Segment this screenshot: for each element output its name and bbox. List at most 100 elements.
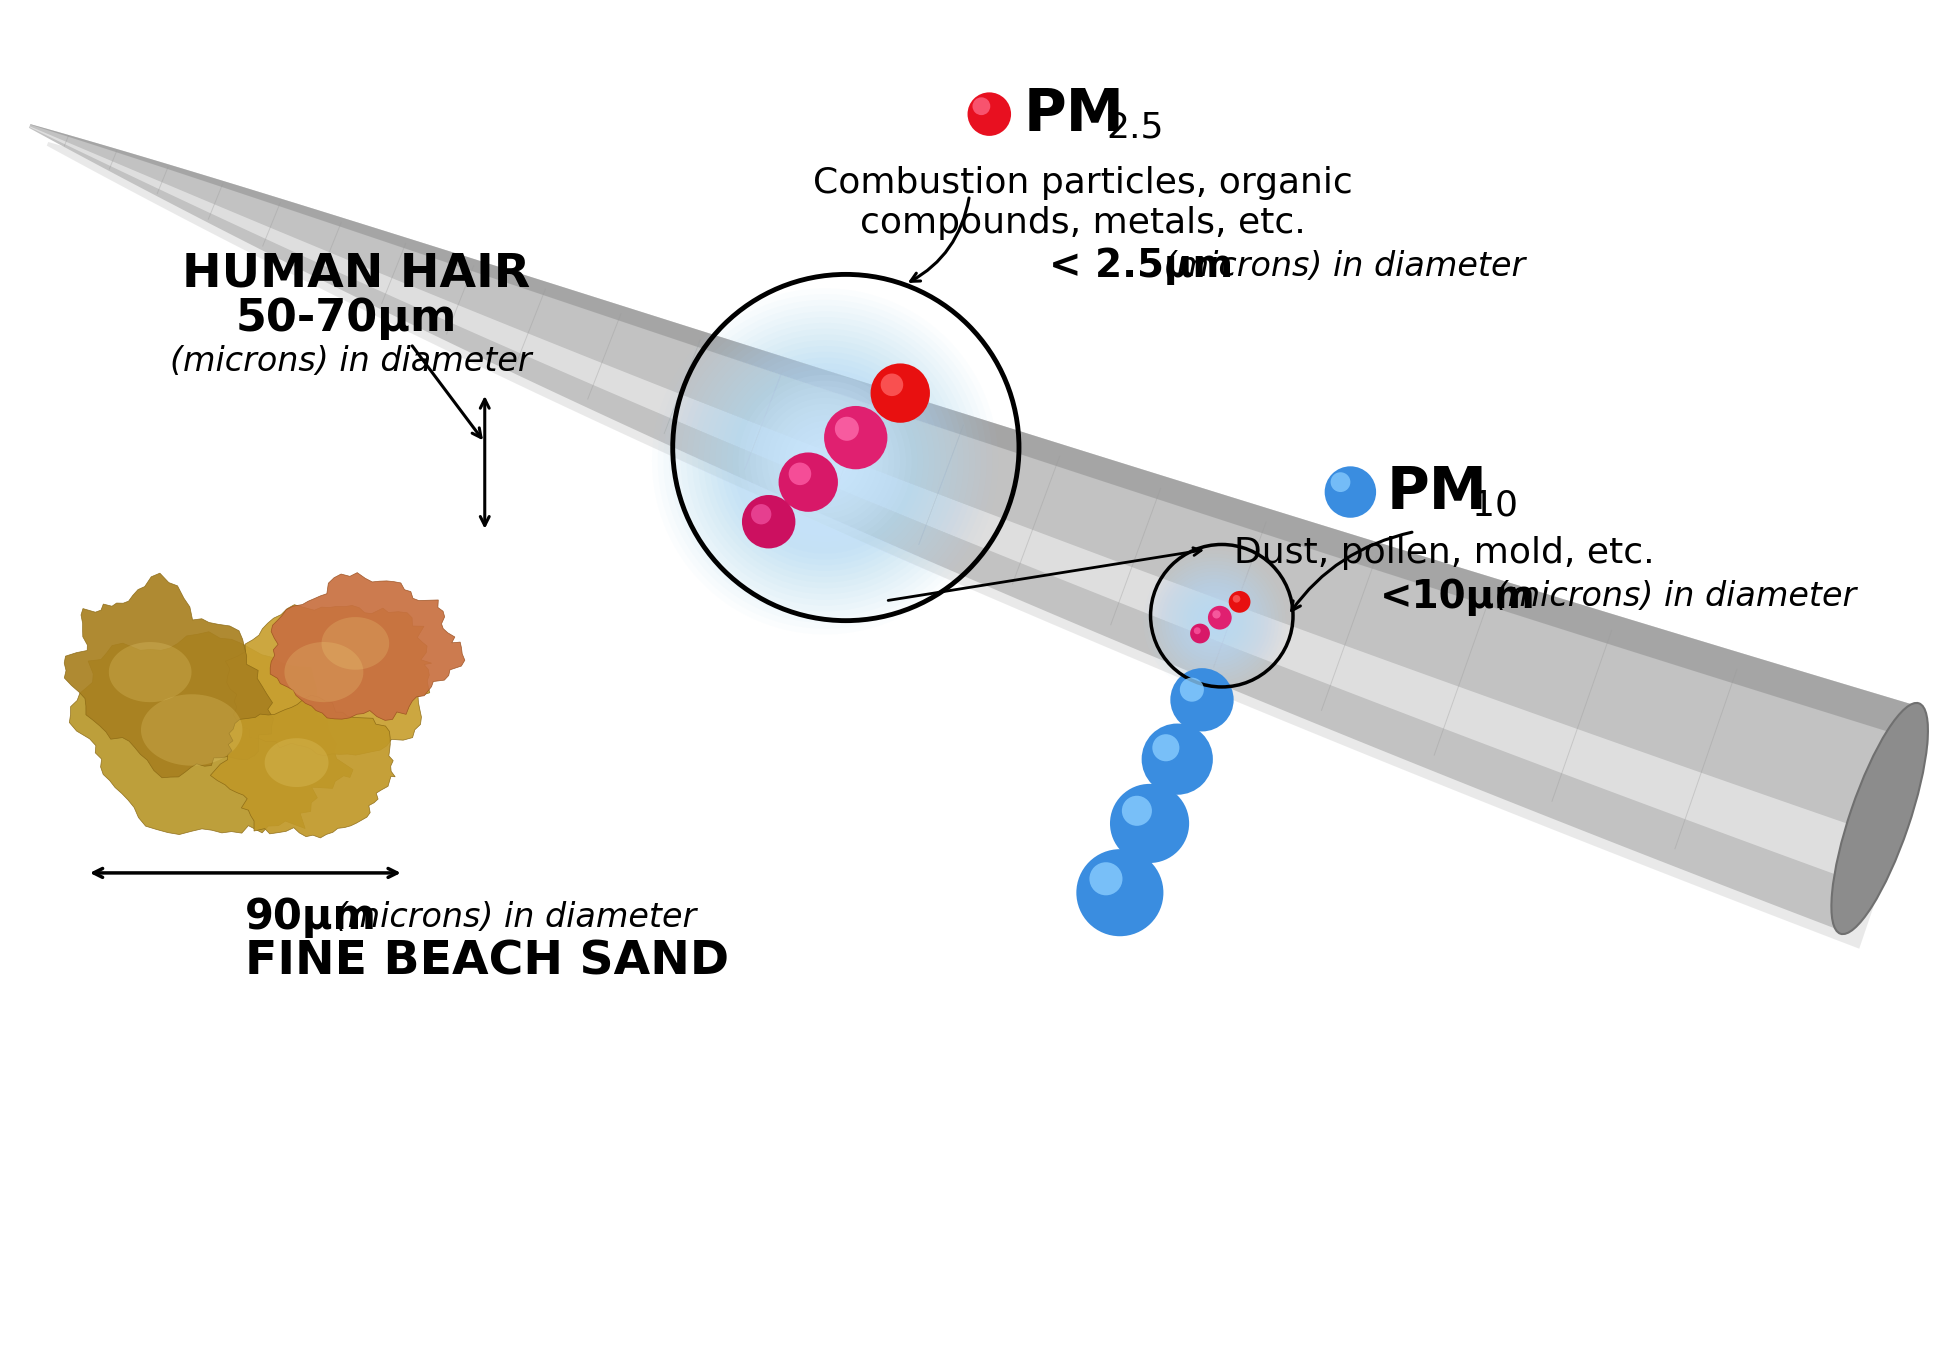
- Text: (microns) in diameter: (microns) in diameter: [170, 344, 532, 378]
- Circle shape: [1164, 572, 1264, 671]
- Circle shape: [772, 410, 878, 513]
- Circle shape: [1211, 618, 1219, 625]
- Circle shape: [1090, 863, 1123, 896]
- Circle shape: [1076, 849, 1164, 936]
- Text: PM: PM: [1386, 464, 1488, 520]
- Circle shape: [710, 346, 940, 577]
- Polygon shape: [285, 642, 363, 702]
- Text: 90μm: 90μm: [246, 897, 376, 939]
- Circle shape: [784, 421, 866, 502]
- Polygon shape: [140, 694, 242, 766]
- Circle shape: [1172, 578, 1258, 664]
- Circle shape: [1182, 589, 1246, 653]
- Circle shape: [796, 433, 854, 490]
- Circle shape: [1324, 467, 1377, 517]
- Text: PM: PM: [1024, 86, 1125, 143]
- Polygon shape: [29, 127, 1874, 882]
- Circle shape: [704, 340, 946, 583]
- Text: Dust, pollen, mold, etc.: Dust, pollen, mold, etc.: [1234, 536, 1656, 570]
- Circle shape: [1186, 593, 1244, 651]
- Circle shape: [1203, 611, 1225, 632]
- Circle shape: [1110, 784, 1190, 863]
- Circle shape: [675, 312, 975, 611]
- Circle shape: [790, 427, 860, 495]
- Circle shape: [1197, 603, 1232, 640]
- Circle shape: [801, 438, 848, 485]
- Text: (microns) in diameter: (microns) in diameter: [324, 901, 696, 934]
- Circle shape: [1121, 796, 1152, 826]
- Circle shape: [1201, 607, 1228, 636]
- Circle shape: [1207, 614, 1223, 629]
- Circle shape: [741, 495, 796, 548]
- Circle shape: [1228, 591, 1250, 612]
- Circle shape: [1330, 472, 1351, 493]
- Text: compounds, metals, etc.: compounds, metals, etc.: [860, 206, 1306, 240]
- Circle shape: [870, 363, 930, 423]
- Circle shape: [1232, 595, 1240, 603]
- Circle shape: [835, 416, 858, 441]
- Circle shape: [1180, 678, 1203, 702]
- Polygon shape: [64, 573, 273, 777]
- Text: Combustion particles, organic: Combustion particles, organic: [813, 166, 1353, 200]
- Circle shape: [1143, 550, 1285, 693]
- Circle shape: [967, 93, 1010, 136]
- Polygon shape: [271, 573, 464, 720]
- Circle shape: [733, 369, 916, 554]
- Polygon shape: [226, 604, 431, 755]
- Circle shape: [745, 381, 907, 542]
- Circle shape: [1207, 606, 1232, 630]
- Text: HUMAN HAIR: HUMAN HAIR: [181, 252, 530, 297]
- Text: FINE BEACH SAND: FINE BEACH SAND: [246, 939, 729, 984]
- Text: < 2.5μm: < 2.5μm: [1049, 248, 1232, 286]
- Circle shape: [825, 406, 887, 470]
- Circle shape: [1193, 600, 1236, 642]
- Circle shape: [669, 306, 981, 617]
- Circle shape: [1152, 734, 1180, 761]
- Circle shape: [778, 452, 838, 512]
- Circle shape: [1141, 724, 1213, 795]
- Circle shape: [698, 335, 952, 588]
- Circle shape: [681, 317, 969, 606]
- Polygon shape: [109, 642, 191, 702]
- Circle shape: [813, 450, 837, 472]
- Polygon shape: [47, 142, 1936, 949]
- Text: (microns) in diameter: (microns) in diameter: [1484, 580, 1856, 614]
- Circle shape: [692, 328, 957, 595]
- Circle shape: [1180, 585, 1250, 657]
- Circle shape: [686, 323, 963, 600]
- Circle shape: [757, 392, 895, 531]
- Circle shape: [1193, 627, 1201, 634]
- Polygon shape: [29, 124, 1919, 738]
- Circle shape: [727, 363, 922, 559]
- Circle shape: [1158, 565, 1271, 678]
- Circle shape: [1168, 576, 1262, 668]
- Circle shape: [722, 358, 928, 565]
- Polygon shape: [265, 738, 328, 787]
- Polygon shape: [29, 124, 1919, 931]
- Circle shape: [1213, 610, 1221, 618]
- Circle shape: [1176, 583, 1254, 660]
- Circle shape: [1190, 623, 1209, 644]
- Circle shape: [1162, 568, 1268, 675]
- Text: 10: 10: [1472, 489, 1517, 523]
- Circle shape: [1170, 668, 1234, 731]
- Polygon shape: [322, 617, 390, 670]
- Circle shape: [751, 504, 772, 524]
- Circle shape: [1150, 557, 1279, 686]
- Circle shape: [788, 463, 811, 485]
- Ellipse shape: [1831, 702, 1929, 934]
- Circle shape: [973, 97, 991, 116]
- Circle shape: [1190, 596, 1240, 646]
- Polygon shape: [70, 632, 353, 834]
- Circle shape: [807, 444, 842, 479]
- Circle shape: [881, 373, 903, 396]
- Circle shape: [778, 415, 872, 508]
- Circle shape: [751, 387, 901, 536]
- Circle shape: [768, 404, 883, 519]
- Polygon shape: [211, 695, 396, 838]
- Circle shape: [716, 351, 934, 572]
- Text: <10μm: <10μm: [1381, 578, 1537, 617]
- Circle shape: [819, 456, 831, 467]
- Circle shape: [1147, 554, 1283, 689]
- Circle shape: [739, 374, 913, 548]
